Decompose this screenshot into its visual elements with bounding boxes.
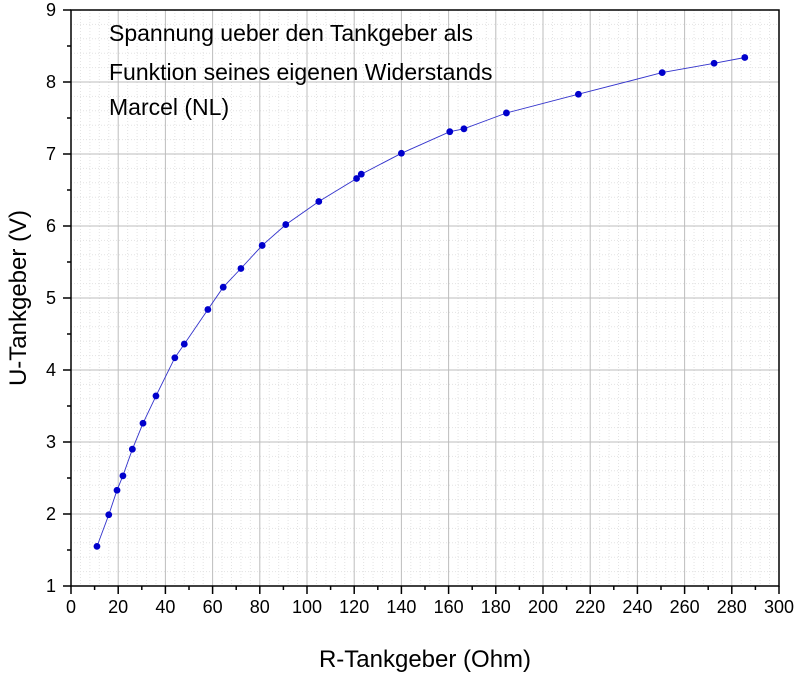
- data-point: [105, 511, 113, 519]
- x-tick-label: 0: [66, 597, 76, 617]
- x-tick-label: 240: [622, 597, 652, 617]
- x-tick-label: 40: [155, 597, 175, 617]
- x-tick-label: 140: [386, 597, 416, 617]
- data-point: [113, 486, 121, 494]
- x-tick-label: 260: [670, 597, 700, 617]
- data-point: [139, 419, 147, 427]
- title-line-1: Spannung ueber den Tankgeber als: [109, 20, 473, 46]
- y-tick-label: 4: [46, 360, 56, 380]
- data-point: [575, 90, 582, 98]
- title-line-2: Funktion seines eigenen Widerstands: [109, 59, 493, 85]
- data-point: [446, 128, 454, 136]
- x-tick-label: 160: [434, 597, 464, 617]
- data-point: [353, 175, 360, 182]
- data-point: [180, 340, 188, 348]
- data-point: [282, 221, 290, 228]
- data-point: [710, 59, 718, 67]
- data-point: [357, 170, 365, 178]
- x-tick-label: 220: [575, 597, 605, 617]
- data-point: [460, 125, 468, 133]
- x-tick-label: 120: [339, 597, 369, 617]
- data-point: [398, 149, 405, 157]
- chart-title: Spannung ueber den Tankgeber als Funktio…: [109, 20, 493, 120]
- data-point: [503, 109, 510, 117]
- data-point: [219, 283, 227, 291]
- x-tick-label: 200: [528, 597, 558, 617]
- x-axis-label: R-Tankgeber (Ohm): [319, 646, 531, 673]
- data-point: [152, 392, 160, 400]
- y-tick-label: 3: [46, 432, 56, 452]
- title-line-3: Marcel (NL): [109, 94, 229, 120]
- data-point: [658, 69, 666, 77]
- y-tick-label: 6: [46, 216, 56, 236]
- data-point: [237, 265, 245, 272]
- data-point: [258, 242, 266, 249]
- x-tick-label: 60: [203, 597, 223, 617]
- axis-ticks: [63, 9, 780, 594]
- x-tick-label: 20: [108, 597, 128, 617]
- data-point: [93, 543, 101, 550]
- x-tick-label: 300: [764, 597, 794, 617]
- data-point: [741, 54, 749, 61]
- y-axis-label: U-Tankgeber (V): [5, 210, 32, 386]
- data-point: [315, 198, 323, 205]
- data-points: [93, 54, 749, 550]
- y-tick-labels: 1 2 3 4 5 6 7 8 9: [46, 0, 56, 596]
- data-point: [119, 472, 127, 480]
- data-point: [171, 354, 179, 362]
- x-tick-label: 80: [250, 597, 270, 617]
- y-tick-label: 2: [46, 504, 56, 524]
- x-tick-label: 280: [717, 597, 747, 617]
- x-tick-label: 100: [292, 597, 322, 617]
- y-tick-label: 8: [46, 72, 56, 92]
- y-tick-label: 1: [46, 576, 56, 596]
- x-tick-labels: 0 20 40 60 80 100 120 140 160 180 200 220 240 260 280 3…: [66, 597, 794, 617]
- y-tick-label: 5: [46, 288, 56, 308]
- x-tick-label: 180: [481, 597, 511, 617]
- data-point: [204, 306, 212, 313]
- data-point: [128, 445, 136, 453]
- y-tick-label: 7: [46, 144, 56, 164]
- y-tick-label: 9: [46, 0, 56, 20]
